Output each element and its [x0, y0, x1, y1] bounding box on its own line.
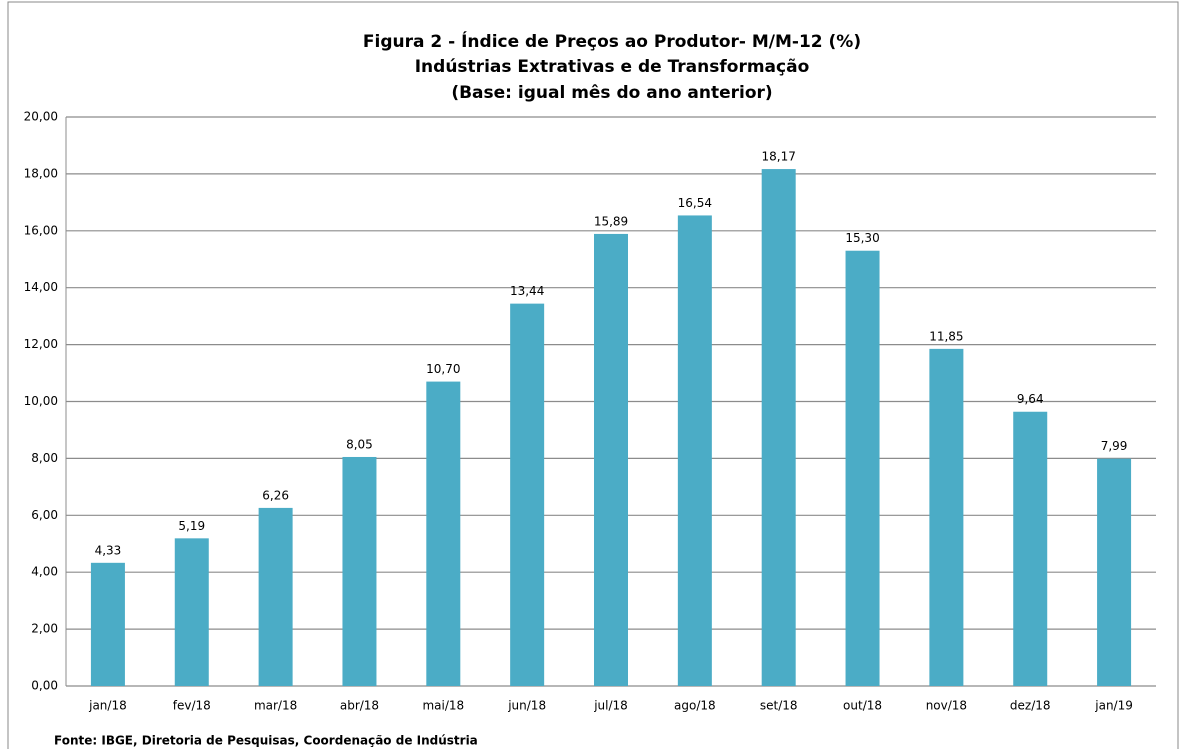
- bar: [677, 215, 712, 686]
- data-label: 18,17: [762, 150, 796, 164]
- data-label: 7,99: [1101, 439, 1128, 453]
- source: Fonte: IBGE, Diretoria de Pesquisas, Coo…: [54, 734, 478, 748]
- x-tick-label: nov/18: [926, 699, 967, 713]
- x-tick-label: fev/18: [173, 699, 211, 713]
- x-tick-label: dez/18: [1010, 699, 1051, 713]
- y-tick-label: 20,00: [24, 110, 58, 124]
- data-label: 16,54: [678, 196, 712, 210]
- data-label: 9,64: [1017, 392, 1044, 406]
- x-tick-label: out/18: [843, 699, 882, 713]
- y-tick-label: 4,00: [31, 565, 58, 579]
- bar: [1013, 411, 1048, 686]
- x-tick-label: jan/18: [88, 699, 127, 713]
- x-tick-label: jul/18: [593, 699, 628, 713]
- x-tick-label: jan/19: [1094, 699, 1133, 713]
- y-tick-label: 18,00: [24, 166, 58, 180]
- bar: [761, 169, 796, 687]
- y-tick-label: 12,00: [24, 337, 58, 351]
- y-tick-label: 0,00: [31, 679, 58, 693]
- bar: [929, 348, 964, 686]
- x-tick-label: jun/18: [507, 699, 546, 713]
- data-label: 8,05: [346, 437, 373, 451]
- data-label: 15,30: [845, 231, 879, 245]
- data-label: 5,19: [178, 519, 205, 533]
- bar: [426, 381, 461, 686]
- chart-title: Figura 2 - Índice de Preços ao Produtor-…: [363, 30, 861, 52]
- data-label: 13,44: [510, 284, 544, 298]
- bar: [90, 562, 125, 686]
- data-label: 15,89: [594, 214, 628, 228]
- y-tick-label: 6,00: [31, 508, 58, 522]
- y-tick-label: 10,00: [24, 394, 58, 408]
- y-tick-label: 16,00: [24, 223, 58, 237]
- y-tick-label: 14,00: [24, 280, 58, 294]
- data-label: 4,33: [95, 543, 122, 557]
- chart-subtitle: Indústrias Extrativas e de Transformação: [415, 57, 810, 77]
- x-tick-label: set/18: [760, 699, 798, 713]
- bar: [845, 250, 880, 686]
- x-tick-label: mai/18: [422, 699, 464, 713]
- bar: [342, 456, 377, 686]
- y-tick-label: 8,00: [31, 451, 58, 465]
- y-tick-label: 2,00: [31, 622, 58, 636]
- x-tick-label: abr/18: [340, 699, 379, 713]
- x-tick-label: mar/18: [254, 699, 297, 713]
- bar: [594, 233, 628, 686]
- data-label: 10,70: [426, 362, 460, 376]
- data-label: 6,26: [262, 488, 289, 502]
- bar: [510, 303, 545, 686]
- data-label: 11,85: [929, 329, 963, 343]
- bar: [174, 538, 209, 686]
- bar: [1097, 458, 1132, 686]
- chart-subtitle: (Base: igual mês do ano anterior): [451, 83, 772, 103]
- x-tick-label: ago/18: [674, 699, 716, 713]
- bar: [258, 507, 293, 686]
